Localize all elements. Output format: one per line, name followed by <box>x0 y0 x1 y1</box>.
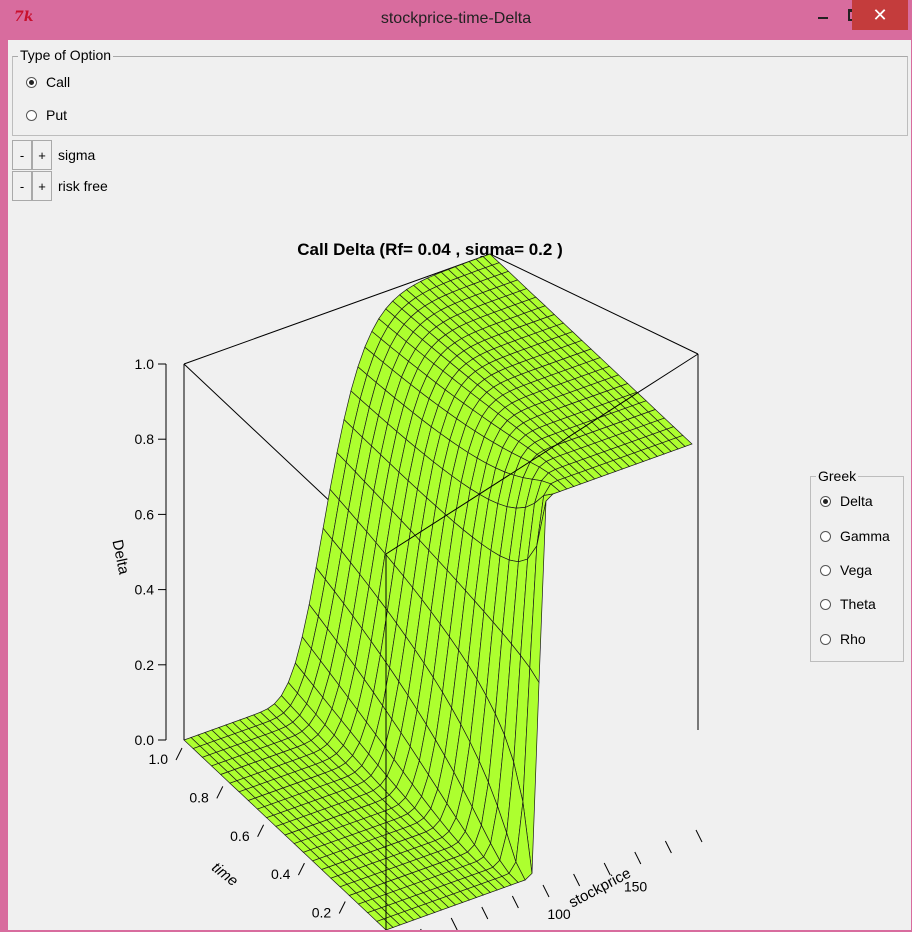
chart-title: Call Delta (Rf= 0.04 , sigma= 0.2 ) <box>297 240 563 259</box>
risk-free-plus-button[interactable]: + <box>32 171 52 201</box>
window-title: stockprice-time-Delta <box>380 10 532 27</box>
type-of-option-group <box>12 56 908 136</box>
radio-rho[interactable]: Rho <box>820 631 866 647</box>
radio-call-label: Call <box>46 74 71 90</box>
radio-indicator <box>820 530 831 542</box>
radio-indicator <box>26 109 37 121</box>
stockprice-tick <box>634 851 642 865</box>
plot-box-front <box>385 353 699 930</box>
radio-indicator <box>820 495 831 507</box>
risk-free-stepper: - + risk free <box>12 171 108 201</box>
radio-gamma[interactable]: Gamma <box>820 528 890 544</box>
title-bar[interactable]: 7k stockprice-time-Delta ✕ <box>0 0 912 40</box>
z-tick-label: 0.0 <box>135 732 155 748</box>
radio-call[interactable]: Call <box>26 74 70 90</box>
minimize-button[interactable] <box>806 0 840 30</box>
time-tick-label: 0.8 <box>189 789 209 805</box>
radio-indicator <box>26 76 37 88</box>
sigma-minus-button[interactable]: - <box>12 140 32 170</box>
risk-free-label: risk free <box>58 178 108 194</box>
radio-indicator <box>820 598 831 610</box>
surface-mesh <box>183 253 693 930</box>
radio-vega-label: Vega <box>840 562 872 578</box>
plot-box-back <box>183 253 699 740</box>
stockprice-tick <box>695 829 703 843</box>
stockprice-tick-label: 150 <box>624 879 648 895</box>
time-tick <box>175 747 183 761</box>
z-axis-label: Delta <box>108 538 132 576</box>
tk-app-icon: 7k <box>14 9 34 25</box>
radio-theta[interactable]: Theta <box>820 596 876 612</box>
time-tick-label: 1.0 <box>149 751 169 767</box>
z-tick-label: 1.0 <box>135 356 155 372</box>
time-tick-label: 0.4 <box>271 866 291 882</box>
stockprice-tick <box>450 917 458 930</box>
surface-facet <box>376 918 394 930</box>
sigma-label: sigma <box>58 147 96 163</box>
sigma-plus-button[interactable]: + <box>32 140 52 170</box>
time-tick-label: 0.6 <box>230 828 250 844</box>
box-edge <box>385 353 699 555</box>
delta-surface-plot: Call Delta (Rf= 0.04 , sigma= 0.2 ) 0.0 0… <box>108 240 703 930</box>
z-tick-label: 0.8 <box>135 431 155 447</box>
radio-gamma-label: Gamma <box>840 528 890 544</box>
close-button[interactable]: ✕ <box>852 0 908 30</box>
z-tick-label: 0.4 <box>135 582 155 598</box>
z-tick-label: 0.6 <box>135 506 155 522</box>
radio-indicator <box>820 633 831 645</box>
sigma-stepper: - + sigma <box>12 140 95 170</box>
type-of-option-label: Type of Option <box>18 47 114 63</box>
stockprice-tick <box>420 928 422 930</box>
minimize-icon <box>818 17 828 19</box>
stockprice-tick <box>603 862 611 876</box>
box-edge <box>183 253 491 365</box>
radio-delta-label: Delta <box>840 493 873 509</box>
time-tick-label: 0.2 <box>312 905 332 921</box>
time-tick <box>297 862 305 876</box>
client-area: Type of Option Call Put - + sigma - + ri… <box>8 40 911 930</box>
stockprice-tick-label: 100 <box>547 906 571 922</box>
radio-theta-label: Theta <box>840 596 876 612</box>
radio-indicator <box>820 564 831 576</box>
risk-free-minus-button[interactable]: - <box>12 171 32 201</box>
time-axis-label: time <box>208 859 241 890</box>
radio-put[interactable]: Put <box>26 107 67 123</box>
radio-rho-label: Rho <box>840 631 866 647</box>
z-tick-label: 0.2 <box>135 657 155 673</box>
radio-delta[interactable]: Delta <box>820 493 873 509</box>
stockprice-tick <box>664 840 672 854</box>
time-tick <box>216 786 224 799</box>
stockprice-tick <box>511 895 519 909</box>
stockprice-tick <box>542 884 550 898</box>
stockprice-tick <box>573 873 581 887</box>
stockprice-tick <box>481 906 489 920</box>
time-tick <box>257 824 265 837</box>
radio-vega[interactable]: Vega <box>820 562 872 578</box>
radio-put-label: Put <box>46 107 68 123</box>
greek-label: Greek <box>816 468 859 484</box>
box-edge <box>489 253 699 355</box>
time-tick <box>338 901 346 914</box>
close-icon: ✕ <box>872 4 888 25</box>
